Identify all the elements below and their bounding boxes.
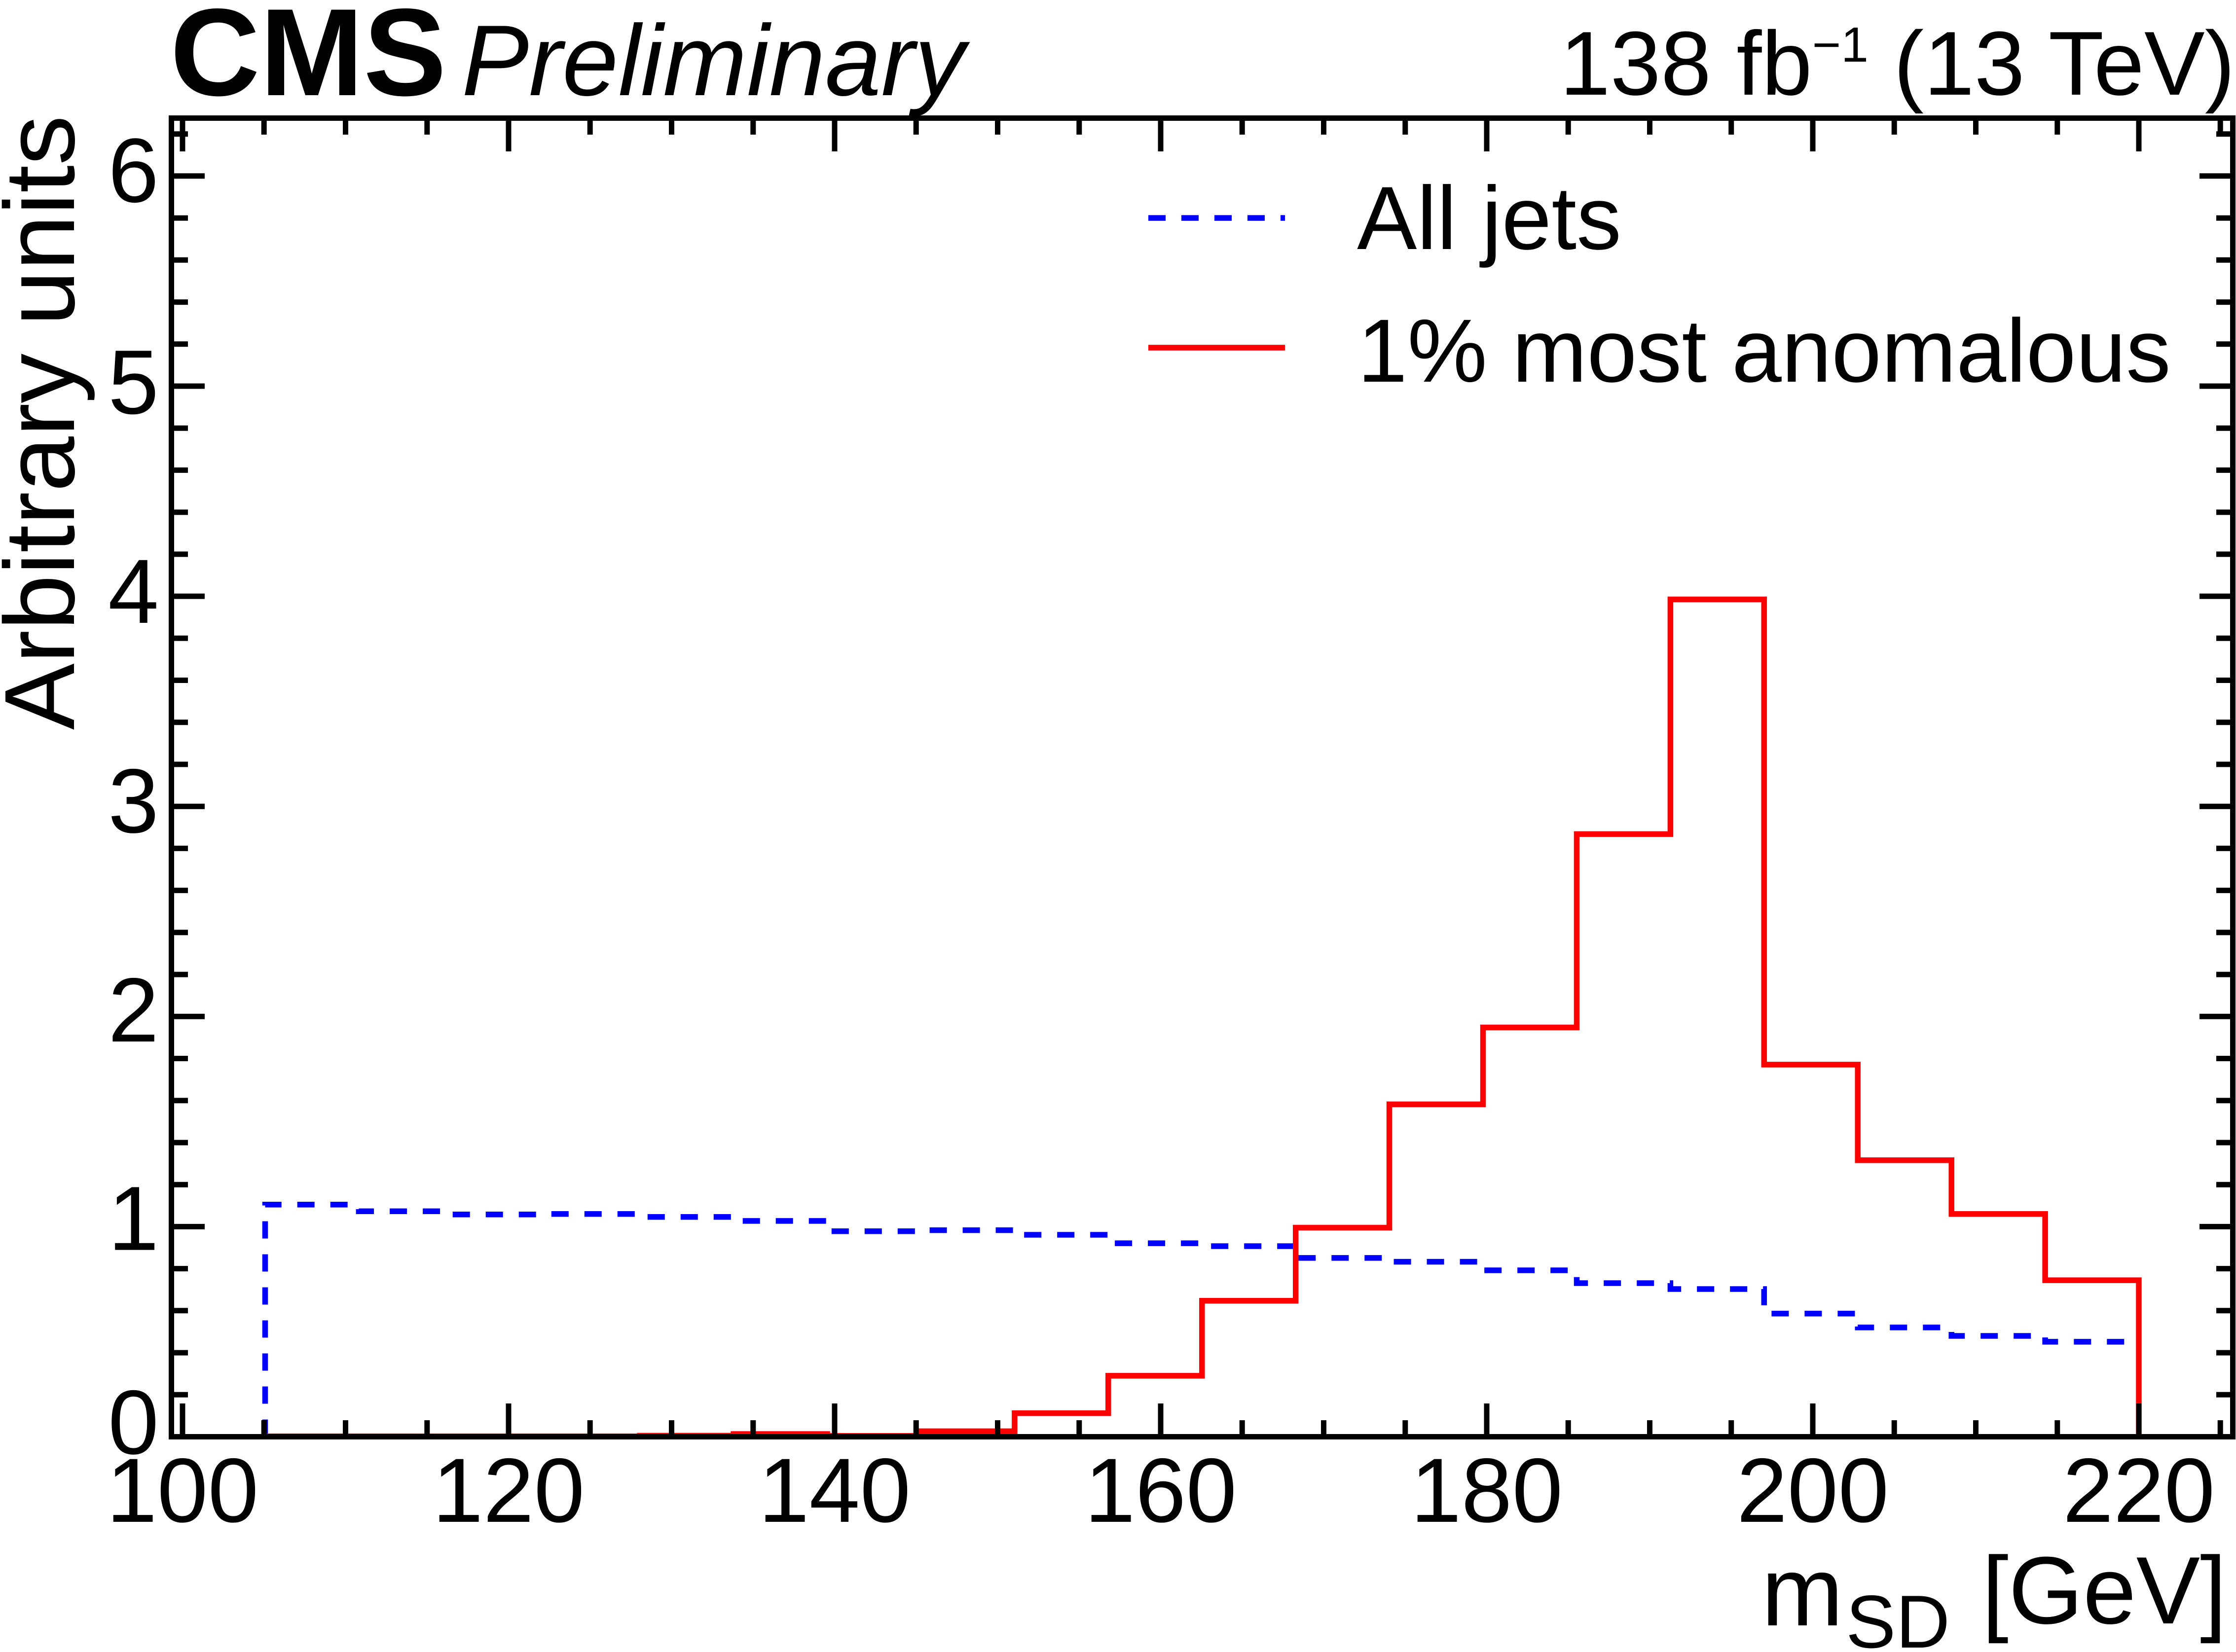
svg-text:180: 180 bbox=[1411, 1440, 1563, 1542]
svg-text:1: 1 bbox=[108, 1168, 159, 1270]
svg-text:SD: SD bbox=[1846, 1580, 1950, 1652]
svg-text:140: 140 bbox=[759, 1440, 911, 1542]
svg-text:3: 3 bbox=[108, 751, 159, 852]
svg-text:Arbitrary units: Arbitrary units bbox=[0, 115, 95, 730]
svg-text:138 fb−1 (13 TeV): 138 fb−1 (13 TeV) bbox=[1560, 12, 2235, 114]
svg-text:120: 120 bbox=[433, 1440, 585, 1542]
svg-text:[GeV]: [GeV] bbox=[1982, 1537, 2227, 1644]
svg-text:CMS: CMS bbox=[170, 0, 446, 122]
svg-text:0: 0 bbox=[108, 1372, 159, 1473]
svg-text:2: 2 bbox=[108, 960, 159, 1061]
svg-text:4: 4 bbox=[108, 541, 159, 643]
svg-text:200: 200 bbox=[1737, 1440, 1889, 1542]
svg-text:100: 100 bbox=[107, 1440, 259, 1542]
svg-text:220: 220 bbox=[2063, 1440, 2215, 1542]
svg-text:160: 160 bbox=[1085, 1440, 1237, 1542]
svg-text:m: m bbox=[1761, 1537, 1843, 1647]
svg-text:6: 6 bbox=[108, 120, 159, 221]
svg-text:5: 5 bbox=[108, 332, 159, 433]
svg-text:Preliminary: Preliminary bbox=[462, 4, 970, 117]
svg-text:1% most anomalous: 1% most anomalous bbox=[1357, 300, 2171, 401]
svg-text:All jets: All jets bbox=[1357, 168, 1621, 268]
